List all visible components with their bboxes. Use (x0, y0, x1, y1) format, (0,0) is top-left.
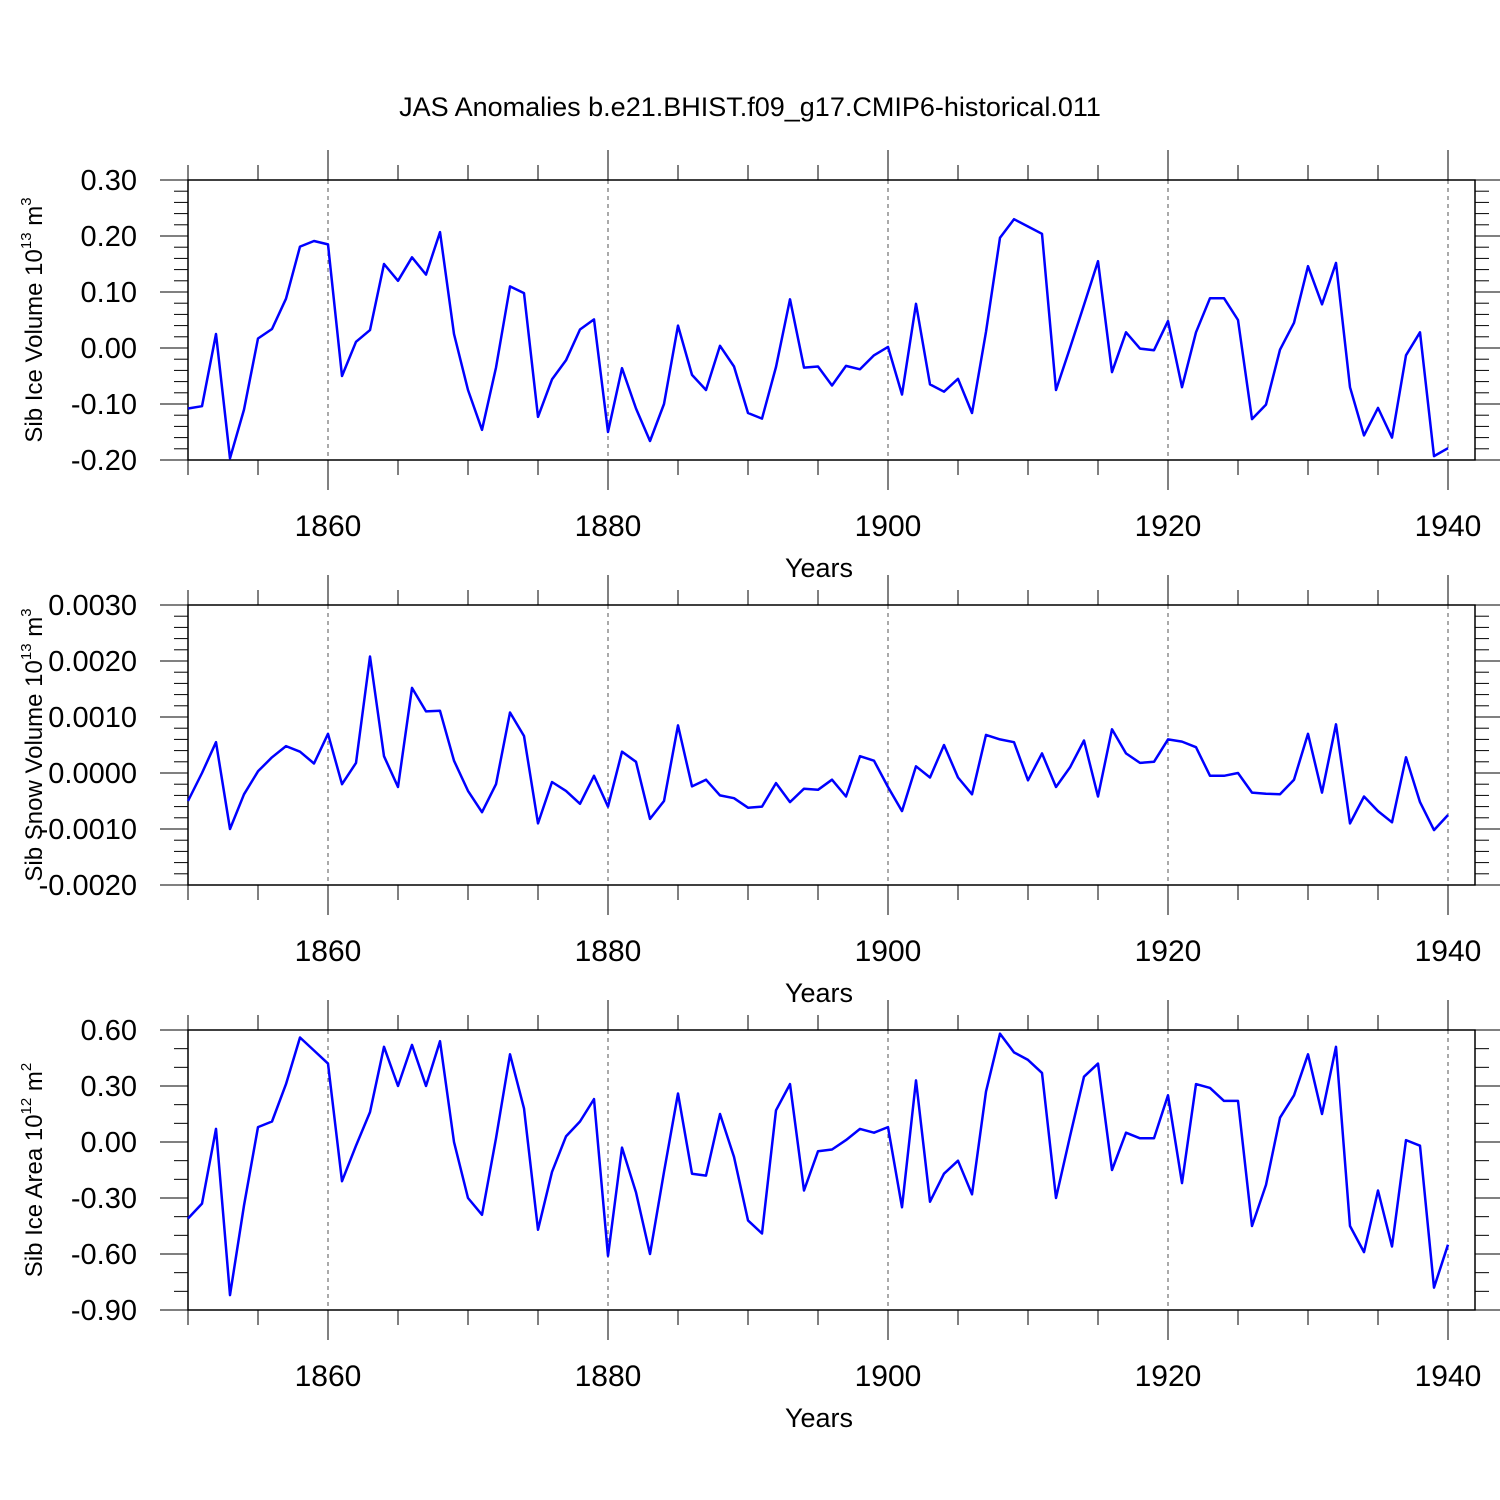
y-label-unit: m (21, 206, 48, 233)
y-label-unit: m (21, 1071, 48, 1098)
x-axis-label: Years (785, 1403, 853, 1433)
y-tick-label: -0.0010 (39, 814, 137, 846)
x-tick-label: 1860 (295, 1360, 362, 1393)
x-tick-label: 1940 (1415, 935, 1482, 968)
x-tick-label: 1940 (1415, 510, 1482, 543)
x-tick-label: 1880 (575, 935, 642, 968)
y-label-exponent: 13 (18, 232, 35, 249)
y-tick-label: 0.0030 (48, 590, 137, 622)
y-tick-label: 0.00 (81, 1127, 137, 1159)
y-label-exponent: 12 (18, 1098, 35, 1115)
y-axis-label: Sib Ice Volume 1013 m3 (18, 197, 48, 442)
y-label-text: Sib Ice Volume 10 (21, 249, 48, 442)
panel-2: 1860 1880 1900 1920 1940 Years -0.0020 -0.0010 0… (18, 575, 1500, 1008)
x-axis-label: Years (785, 978, 853, 1008)
x-tick-label: 1880 (575, 510, 642, 543)
x-tick-label: 1920 (1135, 935, 1202, 968)
x-tick-label: 1860 (295, 510, 362, 543)
series-line (187, 1032, 1450, 1297)
y-tick-label: 0.60 (81, 1015, 137, 1047)
x-tick-label: 1860 (295, 935, 362, 968)
x-tick-label: 1900 (855, 510, 922, 543)
y-label-text: Sib Snow Volume 10 (21, 660, 48, 881)
y-label-exponent: 13 (18, 643, 35, 660)
x-tick-label: 1940 (1415, 1360, 1482, 1393)
y-tick-label: 0.10 (81, 277, 137, 309)
y-tick-label: -0.90 (71, 1295, 137, 1327)
y-tick-label: 0.30 (81, 165, 137, 197)
y-axis-label: Sib Ice Area 1012 m2 (18, 1063, 48, 1277)
x-axis-label: Years (785, 553, 853, 583)
y-tick-label: 0.0010 (48, 702, 137, 734)
y-label-unit-exponent: 3 (18, 608, 35, 616)
y-tick-label: -0.60 (71, 1239, 137, 1271)
y-label-unit: m (21, 617, 48, 644)
figure-title: JAS Anomalies b.e21.BHIST.f09_g17.CMIP6-… (399, 92, 1101, 122)
plot-frame (187, 604, 1476, 886)
x-tick-label: 1900 (855, 935, 922, 968)
y-tick-label: 0.30 (81, 1071, 137, 1103)
y-label-text: Sib Ice Area 10 (21, 1114, 48, 1277)
y-tick-label: -0.10 (71, 389, 137, 421)
y-label-unit-exponent: 3 (18, 197, 35, 205)
y-tick-label: -0.20 (71, 445, 137, 477)
panel-3: 1860 1880 1900 1920 1940 Years -0.90 -0.60 -0.30… (18, 1000, 1500, 1433)
y-tick-label: -0.30 (71, 1183, 137, 1215)
y-tick-label: 0.0020 (48, 646, 137, 678)
series-line (187, 217, 1449, 460)
y-tick-label: 0.20 (81, 221, 137, 253)
y-axis-label: Sib Snow Volume 1013 m3 (18, 608, 48, 881)
y-tick-label: 0.0000 (48, 758, 137, 790)
x-tick-label: 1920 (1135, 1360, 1202, 1393)
series-line (186, 655, 1449, 832)
plot-frame (187, 1029, 1476, 1311)
y-tick-label: -0.0020 (39, 870, 137, 902)
plot-frame (187, 179, 1476, 461)
y-tick-label: 0.00 (81, 333, 137, 365)
y-label-unit-exponent: 2 (18, 1063, 35, 1071)
x-tick-label: 1900 (855, 1360, 922, 1393)
panel-1: 1860 1880 1900 1920 1940 Years -0.20 -0.10 0.00 0… (18, 150, 1500, 583)
x-tick-label: 1920 (1135, 510, 1202, 543)
x-tick-label: 1880 (575, 1360, 642, 1393)
